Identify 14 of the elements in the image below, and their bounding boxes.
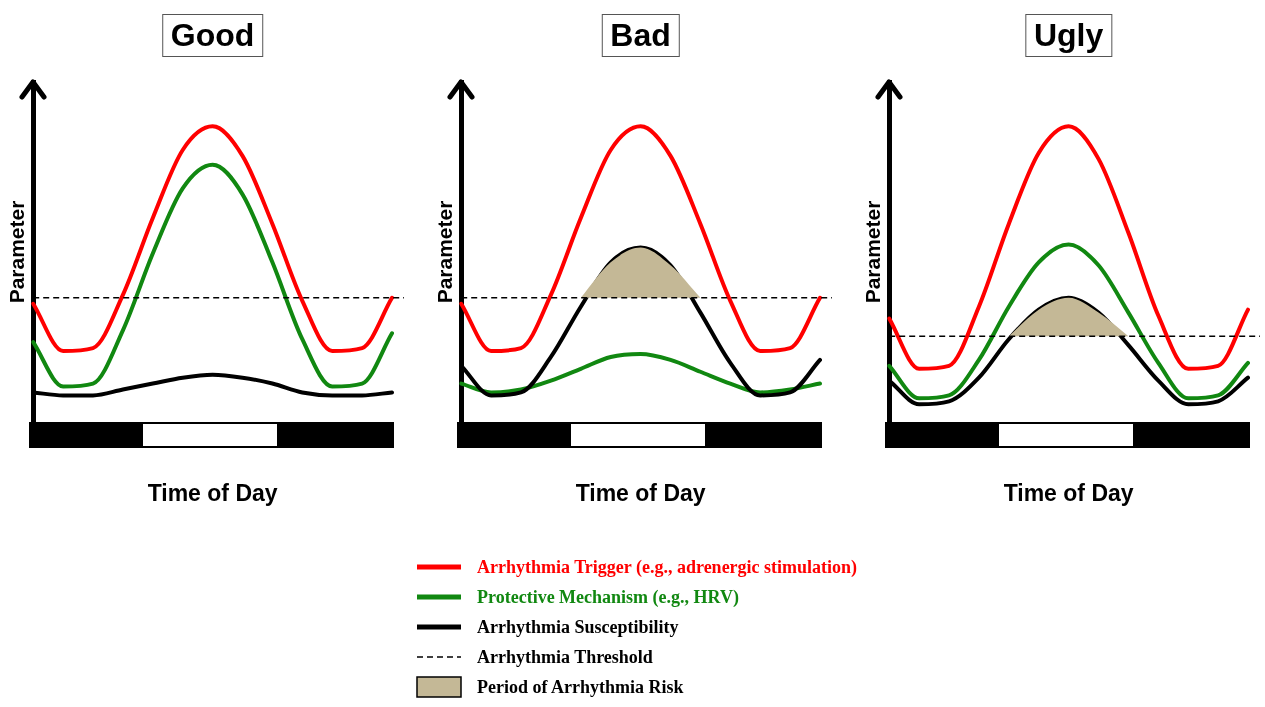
legend-label: Period of Arrhythmia Risk [477, 676, 684, 698]
chart-title: Ugly [1024, 14, 1113, 57]
y-axis-title: Parameter [433, 200, 457, 304]
legend-label: Protective Mechanism (e.g., HRV) [477, 586, 739, 608]
legend-label: Arrhythmia Trigger (e.g., adrenergic stimulation) [477, 556, 858, 578]
x-axis-title: Time of Day [147, 479, 278, 506]
chart-title: Good [161, 14, 264, 57]
y-axis-title: Parameter [861, 200, 885, 304]
x-axis-title: Time of Day [1003, 479, 1134, 506]
legend-label: Arrhythmia Susceptibility [477, 616, 679, 638]
y-axis-title: Parameter [5, 200, 29, 304]
legend-label: Arrhythmia Threshold [477, 646, 653, 668]
x-axis-title: Time of Day [575, 479, 706, 506]
chart-title: Bad [601, 14, 680, 57]
